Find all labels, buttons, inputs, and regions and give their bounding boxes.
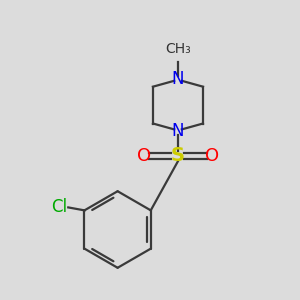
Text: N: N [172, 70, 184, 88]
Text: N: N [172, 122, 184, 140]
Text: O: O [137, 147, 151, 165]
Text: Cl: Cl [51, 198, 67, 216]
Text: S: S [171, 146, 185, 165]
Text: O: O [205, 147, 219, 165]
Text: CH₃: CH₃ [165, 42, 191, 56]
